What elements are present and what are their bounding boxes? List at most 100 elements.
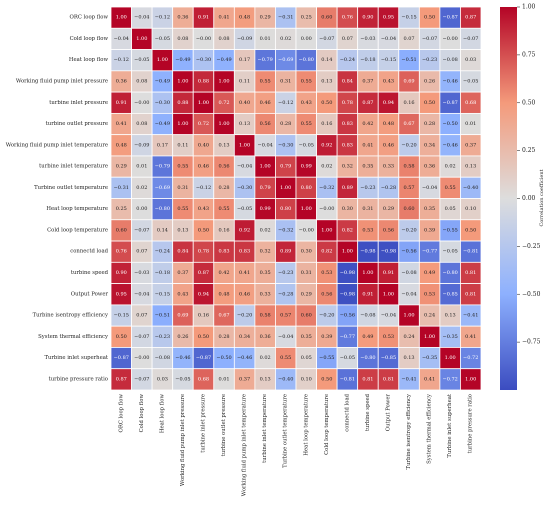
heatmap-cell-value: −0.87 bbox=[443, 15, 458, 21]
heatmap-cell-value: 0.78 bbox=[342, 100, 353, 106]
heatmap-cell-value: 0.82 bbox=[342, 227, 353, 233]
colorbar: 1.00 0.75 0.50 0.25 0.00 −0.25 −0.50 −0.75 Corr… bbox=[500, 4, 545, 390]
column-label: Working fluid pump inlet temperature bbox=[242, 394, 248, 496]
heatmap-cell-value: 0.25 bbox=[301, 15, 312, 21]
heatmap-cell-value: 0.49 bbox=[362, 334, 373, 340]
heatmap-cell-value: 0.50 bbox=[198, 334, 209, 340]
heatmap-cell-value: −0.87 bbox=[443, 100, 458, 106]
row-label: Cold loop flow bbox=[70, 36, 109, 42]
heatmap-cell-value: 0.30 bbox=[301, 249, 312, 255]
heatmap-cell-value: −0.50 bbox=[443, 121, 458, 127]
row-label: Working fluid pump inlet pressure bbox=[16, 78, 108, 84]
heatmap-cell-value: 0.90 bbox=[362, 15, 373, 21]
heatmap-cell-value: −0.04 bbox=[237, 164, 252, 170]
heatmap-cell-value: 0.88 bbox=[198, 78, 209, 84]
heatmap-cell-value: 0.35 bbox=[260, 270, 271, 276]
heatmap-cell-value: −0.04 bbox=[278, 334, 293, 340]
heatmap-cell-value: 0.17 bbox=[239, 57, 250, 63]
column-label: turbine outlet pressure bbox=[221, 394, 227, 456]
heatmap-cell-value: −0.07 bbox=[422, 36, 437, 42]
heatmap-cell-value: −0.72 bbox=[463, 355, 478, 361]
heatmap-cell-value: 0.82 bbox=[321, 249, 332, 255]
column-label: System thermal efficiency bbox=[427, 394, 433, 464]
row-label: turbine outlet pressure bbox=[46, 121, 108, 127]
column-label: Heat loop flow bbox=[159, 394, 165, 434]
heatmap-cell-value: −0.79 bbox=[155, 164, 170, 170]
heatmap-cell-value: 0.40 bbox=[239, 100, 250, 106]
heatmap-cell-value: 0.95 bbox=[116, 291, 127, 297]
heatmap-cell-value: 0.92 bbox=[321, 142, 332, 148]
heatmap-cell-value: 1.00 bbox=[116, 15, 127, 21]
heatmap-cell-value: 0.05 bbox=[301, 355, 312, 361]
heatmap-cell-value: −0.49 bbox=[155, 121, 170, 127]
heatmap-cell-value: 0.31 bbox=[301, 270, 312, 276]
heatmap-cell-value: 0.84 bbox=[177, 249, 188, 255]
heatmap-cell-value: −0.56 bbox=[401, 249, 416, 255]
heatmap-cell-value: 0.37 bbox=[177, 270, 188, 276]
heatmap-cell-value: 0.24 bbox=[403, 334, 414, 340]
heatmap-cell-value: 0.41 bbox=[362, 142, 373, 148]
heatmap-cell-value: −0.00 bbox=[196, 36, 211, 42]
column-label: Turbine outlet temperature bbox=[283, 394, 289, 468]
heatmap-cell-value: −0.46 bbox=[237, 355, 252, 361]
heatmap-cell-value: 0.11 bbox=[239, 78, 250, 84]
row-label: Turbine outlet temperature bbox=[34, 185, 108, 191]
heatmap-cell-value: 0.07 bbox=[403, 36, 414, 42]
heatmap-cell-value: −0.41 bbox=[401, 376, 416, 382]
column-label: Turbine isentropy efficiency bbox=[406, 394, 412, 469]
heatmap-cell-value: 0.16 bbox=[403, 100, 414, 106]
heatmap-cell-value: 0.41 bbox=[218, 15, 229, 21]
heatmap-cell-value: −0.05 bbox=[155, 36, 170, 42]
heatmap-cell-value: −0.15 bbox=[381, 57, 396, 63]
heatmap-cell-value: −0.50 bbox=[216, 355, 231, 361]
heatmap-cell-value: 0.48 bbox=[116, 142, 127, 148]
heatmap-cell-value: 1.00 bbox=[177, 78, 188, 84]
heatmap-cell-value: 0.07 bbox=[136, 249, 147, 255]
heatmap-cell-value: −0.03 bbox=[134, 270, 149, 276]
heatmap-cell-value: −0.28 bbox=[381, 185, 396, 191]
row-label: turbine inlet pressure bbox=[49, 100, 108, 106]
heatmap-cell-value: 0.76 bbox=[342, 15, 353, 21]
heatmap-cell-value: −0.12 bbox=[114, 57, 129, 63]
heatmap-cell-value: 0.89 bbox=[280, 249, 291, 255]
heatmap-cell-value: −0.46 bbox=[443, 142, 458, 148]
heatmap-cell-value: 0.36 bbox=[177, 15, 188, 21]
heatmap-cell-value: 0.01 bbox=[136, 164, 147, 170]
heatmap-cell-value: 0.94 bbox=[198, 291, 209, 297]
heatmap-cell-value: 0.29 bbox=[260, 15, 271, 21]
row-label: Output Power bbox=[71, 291, 109, 297]
heatmap-cell-value: 0.91 bbox=[116, 100, 127, 106]
heatmap-cell-value: 0.72 bbox=[218, 100, 229, 106]
column-label: Working fluid pump inlet pressure bbox=[180, 394, 186, 486]
heatmap-cell-value: 1.00 bbox=[362, 270, 373, 276]
heatmap-cell-value: 0.29 bbox=[116, 164, 127, 170]
heatmap-cell-value: −0.85 bbox=[443, 291, 458, 297]
heatmap-cell-value: 0.81 bbox=[465, 291, 476, 297]
heatmap-cell-value: 0.03 bbox=[465, 57, 476, 63]
heatmap-cell-value: 0.05 bbox=[445, 206, 456, 212]
column-label: Turbine inlet superheat bbox=[447, 393, 453, 457]
heatmap-cell-value: 0.08 bbox=[177, 36, 188, 42]
heatmap-cell-value: −0.07 bbox=[134, 334, 149, 340]
heatmap-cell-value: 0.02 bbox=[280, 36, 291, 42]
heatmap-cell-value: −0.32 bbox=[278, 227, 293, 233]
row-label: turbine speed bbox=[71, 270, 109, 276]
heatmap-cell-value: 0.68 bbox=[198, 376, 209, 382]
heatmap-cell-value: 0.42 bbox=[362, 121, 373, 127]
heatmap-cell-value: 0.92 bbox=[239, 227, 250, 233]
heatmap-cell-value: 0.17 bbox=[157, 142, 168, 148]
heatmap-cell-value: 1.00 bbox=[157, 57, 168, 63]
heatmap-cell-value: −0.49 bbox=[216, 57, 231, 63]
column-labels: ORC loop flow Cold loop flow Heat loop flo… bbox=[118, 393, 473, 496]
heatmap-cell-value: 0.83 bbox=[342, 121, 353, 127]
row-label: Turbine isentropy efficiency bbox=[33, 313, 108, 319]
heatmap-cell-value: 0.02 bbox=[136, 185, 147, 191]
heatmap-cell-value: 0.26 bbox=[177, 334, 188, 340]
column-label: ORC loop flow bbox=[118, 394, 124, 433]
heatmap-cell-value: 0.02 bbox=[321, 164, 332, 170]
heatmap-cell-value: 0.58 bbox=[260, 313, 271, 319]
heatmap-cell-value: 0.34 bbox=[424, 142, 435, 148]
heatmap-cell-value: 0.29 bbox=[383, 206, 394, 212]
heatmap-cell-value: 0.50 bbox=[116, 334, 127, 340]
